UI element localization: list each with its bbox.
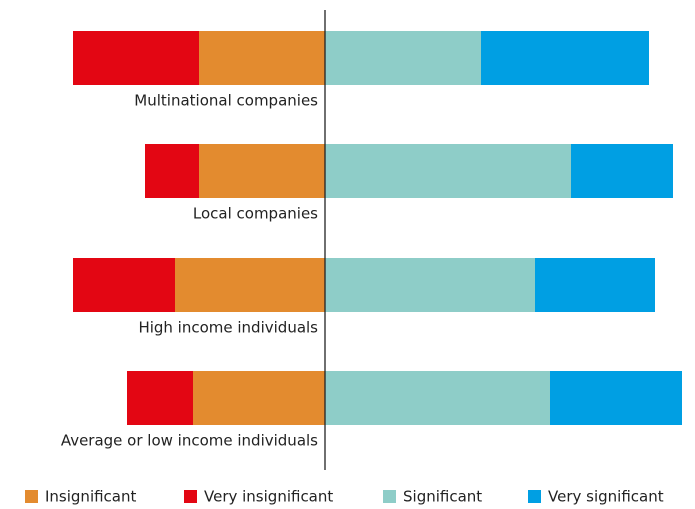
- bar-segment: [127, 371, 193, 425]
- bar-segment: [325, 371, 550, 425]
- bar-segment: [325, 258, 535, 312]
- bar-segment: [550, 371, 682, 425]
- bar-segment: [199, 144, 325, 198]
- bar-segment: [325, 31, 481, 85]
- bar-segment: [73, 258, 175, 312]
- legend-label: Significant: [403, 488, 482, 506]
- bar-segment: [535, 258, 655, 312]
- legend-swatch: [25, 490, 38, 503]
- legend-label: Very significant: [548, 488, 664, 506]
- bar-segment: [73, 31, 199, 85]
- bar-segment: [193, 371, 325, 425]
- category-label: High income individuals: [138, 319, 318, 337]
- bar-segment: [325, 144, 571, 198]
- category-label: Multinational companies: [134, 92, 318, 110]
- bar-segment: [199, 31, 325, 85]
- legend-label: Very insignificant: [204, 488, 333, 506]
- legend-swatch: [528, 490, 541, 503]
- bar-segment: [175, 258, 325, 312]
- legend-swatch: [184, 490, 197, 503]
- bar-segment: [145, 144, 199, 198]
- bar-segment: [481, 31, 649, 85]
- category-label: Local companies: [193, 205, 318, 223]
- category-label: Average or low income individuals: [61, 432, 318, 450]
- legend-label: Insignificant: [45, 488, 137, 506]
- bar-segment: [571, 144, 673, 198]
- legend-swatch: [383, 490, 396, 503]
